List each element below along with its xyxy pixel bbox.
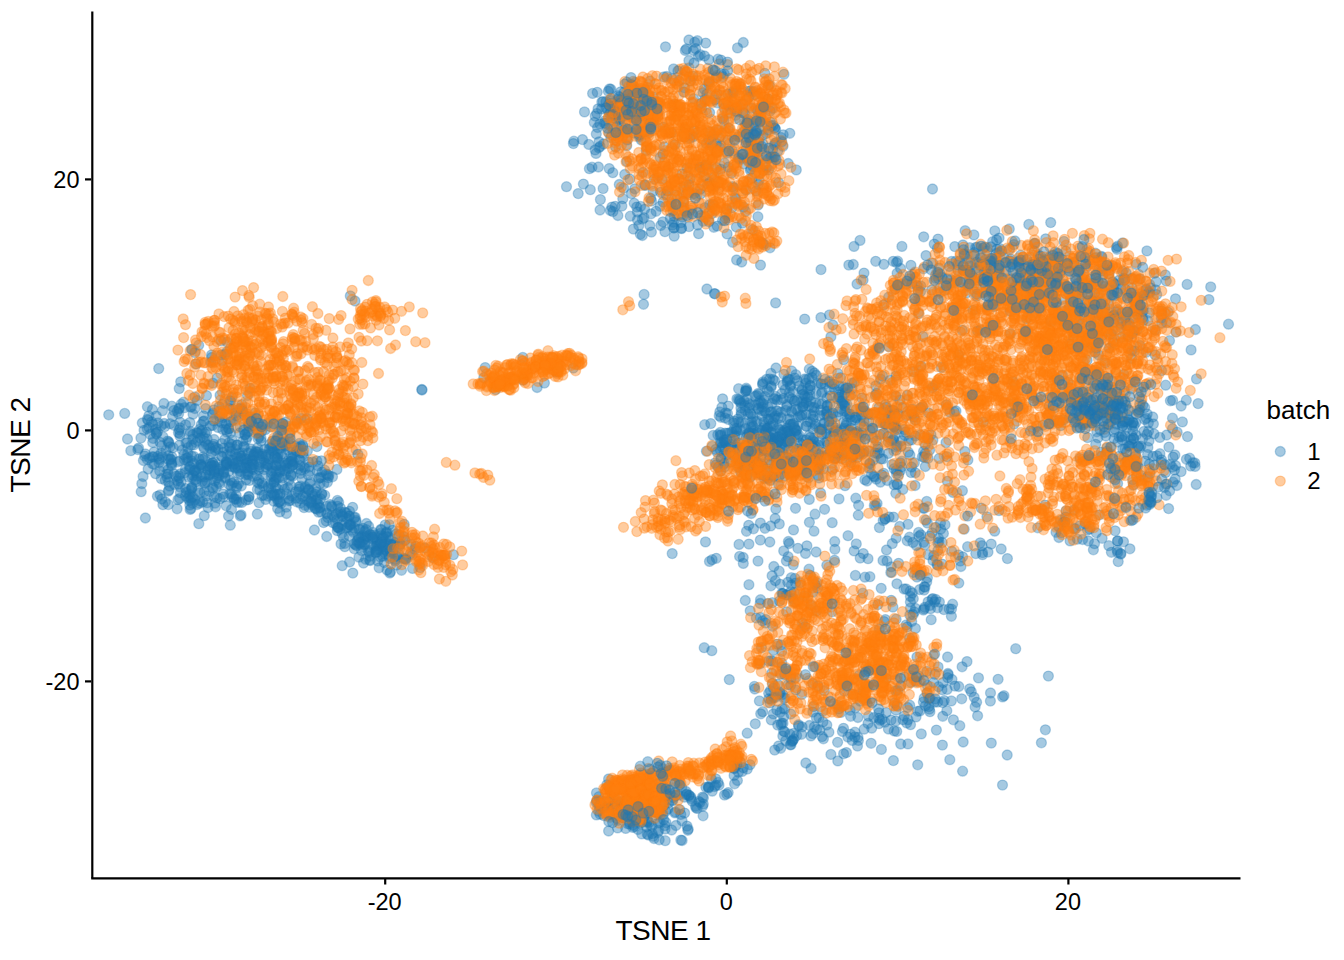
svg-text:-20: -20 (368, 889, 402, 915)
svg-text:20: 20 (53, 167, 79, 193)
svg-text:TSNE 1: TSNE 1 (615, 915, 710, 946)
svg-text:1: 1 (1307, 438, 1320, 465)
svg-text:2: 2 (1307, 467, 1320, 494)
svg-text:batch: batch (1267, 395, 1331, 425)
svg-text:0: 0 (66, 418, 79, 444)
svg-text:20: 20 (1055, 889, 1081, 915)
svg-text:-20: -20 (46, 669, 80, 695)
svg-text:0: 0 (720, 889, 733, 915)
svg-text:TSNE 2: TSNE 2 (5, 397, 36, 492)
